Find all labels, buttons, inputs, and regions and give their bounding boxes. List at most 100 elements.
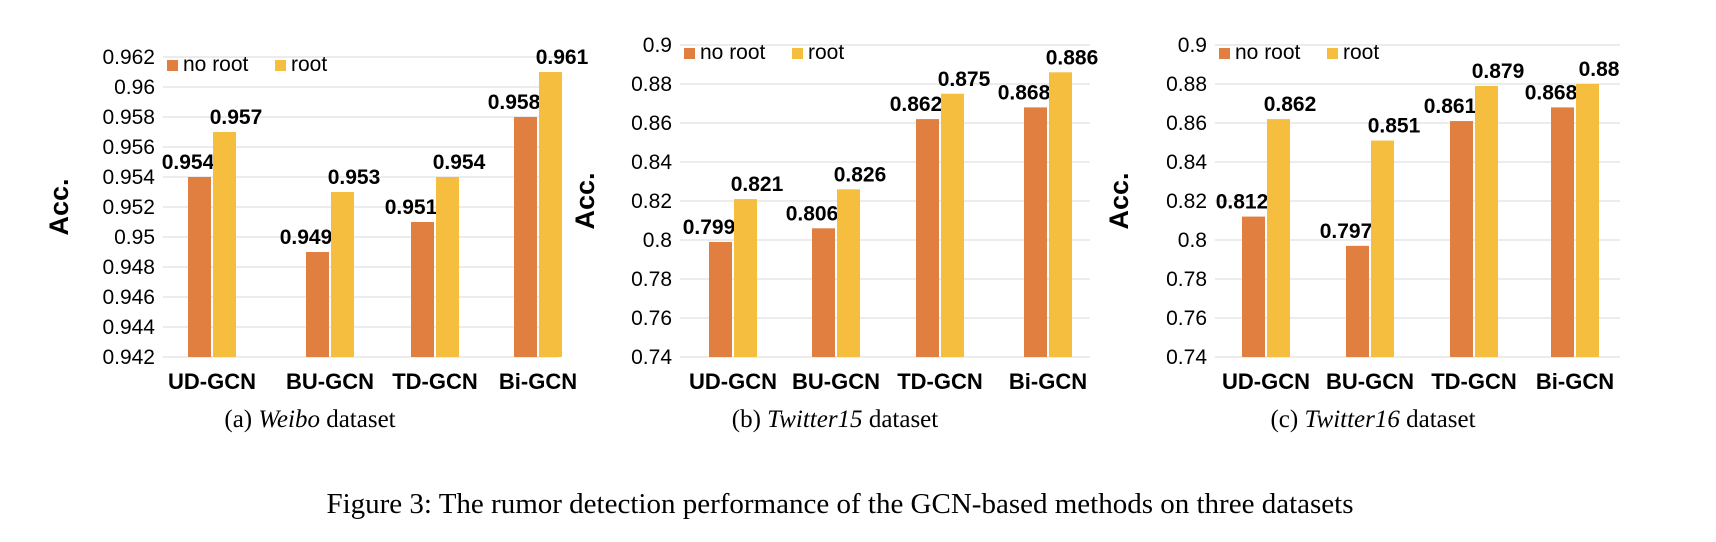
- x-tick-label: Bi-GCN: [1009, 369, 1087, 394]
- legend-label-root: root: [291, 53, 327, 76]
- data-label: 0.957: [210, 106, 263, 129]
- x-tick-label: BU-GCN: [792, 369, 880, 394]
- y-tick-label: 0.78: [1166, 268, 1207, 291]
- subcaption-dataset: Weibo: [258, 406, 320, 433]
- data-label: 0.799: [683, 216, 736, 239]
- data-label: 0.797: [1320, 220, 1373, 243]
- subcaption-prefix: (c): [1270, 406, 1304, 433]
- data-label: 0.879: [1472, 60, 1525, 83]
- y-tick-label: 0.952: [102, 196, 155, 219]
- subcaption-dataset: Twitter15: [767, 406, 862, 433]
- chart-panel-1: 0.942 0.944 0.946 0.948 0.95 0.952 0.954 0.956 0…: [44, 46, 589, 433]
- subcaption-suffix: dataset: [320, 406, 396, 433]
- chart-panel-2: 0.74 0.76 0.78 0.8 0.82 0.84 0.86 0.88 0.9 Acc. 0.…: [570, 34, 1098, 433]
- bar-no-root: [1024, 107, 1047, 358]
- legend-swatch-no-root: [167, 60, 178, 71]
- bar-root: [1576, 84, 1599, 357]
- y-tick-label: 0.78: [631, 268, 672, 291]
- chart-panel-3: 0.74 0.76 0.78 0.8 0.82 0.84 0.86 0.88 0.9 Acc. 0.…: [1104, 34, 1620, 433]
- bar-no-root: [514, 117, 537, 357]
- data-label: 0.861: [1424, 95, 1477, 118]
- legend-label-no-root: no root: [1235, 41, 1301, 64]
- bar-no-root: [306, 252, 329, 357]
- bar-root: [1371, 140, 1394, 357]
- data-label: 0.821: [731, 173, 784, 196]
- bar-root: [436, 177, 459, 357]
- legend-swatch-no-root: [684, 48, 695, 59]
- bar-root: [539, 72, 562, 357]
- data-label: 0.862: [890, 93, 943, 116]
- bar-root: [1475, 85, 1498, 357]
- x-tick-label: TD-GCN: [392, 369, 478, 394]
- legend-swatch-no-root: [1219, 48, 1230, 59]
- bar-root: [213, 132, 236, 357]
- subcaption: (c) Twitter16 dataset: [1270, 406, 1475, 433]
- y-tick-label: 0.86: [631, 112, 672, 135]
- bar-root: [837, 189, 860, 357]
- bar-no-root: [812, 228, 835, 357]
- y-tick-label: 0.88: [1166, 73, 1207, 96]
- y-tick-label: 0.954: [102, 166, 155, 189]
- data-label: 0.961: [536, 46, 589, 69]
- data-label: 0.826: [834, 163, 887, 186]
- subcaption-prefix: (a): [224, 406, 258, 433]
- legend-swatch-root: [792, 48, 803, 59]
- bar-no-root: [1346, 245, 1369, 357]
- data-label: 0.949: [280, 226, 333, 249]
- y-tick-label: 0.8: [1178, 229, 1207, 252]
- bar-root: [734, 199, 757, 357]
- y-tick-label: 0.84: [631, 151, 672, 174]
- y-axis-label: Acc.: [44, 178, 74, 235]
- bar-no-root: [411, 222, 434, 357]
- x-tick-label: UD-GCN: [168, 369, 256, 394]
- data-label: 0.868: [1525, 81, 1578, 104]
- y-axis-label: Acc.: [570, 172, 600, 229]
- x-tick-label: UD-GCN: [689, 369, 777, 394]
- data-label: 0.954: [433, 151, 486, 174]
- y-tick-label: 0.944: [102, 316, 155, 339]
- x-tick-label: Bi-GCN: [499, 369, 577, 394]
- y-tick-label: 0.88: [631, 73, 672, 96]
- data-label: 0.953: [328, 166, 381, 189]
- y-tick-label: 0.956: [102, 136, 155, 159]
- subcaption-suffix: dataset: [863, 406, 939, 433]
- data-label: 0.862: [1264, 93, 1317, 116]
- bar-no-root: [1450, 121, 1473, 357]
- bar-no-root: [1551, 107, 1574, 358]
- data-label: 0.958: [488, 91, 541, 114]
- data-label: 0.886: [1046, 46, 1099, 69]
- legend-swatch-root: [275, 60, 286, 71]
- legend-swatch-root: [1327, 48, 1338, 59]
- bar-no-root: [709, 241, 732, 357]
- y-tick-label: 0.948: [102, 256, 155, 279]
- bar-no-root: [1242, 216, 1265, 357]
- data-label: 0.954: [162, 151, 215, 174]
- subcaption-dataset: Twitter16: [1304, 406, 1400, 433]
- y-tick-label: 0.95: [114, 226, 155, 249]
- subcaption: (a) Weibo dataset: [224, 406, 395, 433]
- y-tick-label: 0.84: [1166, 151, 1207, 174]
- x-tick-label: UD-GCN: [1222, 369, 1310, 394]
- data-label: 0.851: [1368, 115, 1421, 138]
- legend-label-no-root: no root: [183, 53, 249, 76]
- legend-label-root: root: [1343, 41, 1379, 64]
- data-label: 0.88: [1579, 58, 1620, 81]
- bar-root: [941, 93, 964, 357]
- bar-root: [1267, 119, 1290, 357]
- y-axis-label: Acc.: [1104, 172, 1134, 229]
- y-tick-label: 0.76: [631, 307, 672, 330]
- data-label: 0.868: [998, 81, 1051, 104]
- bar-root: [1049, 72, 1072, 358]
- x-tick-label: BU-GCN: [1326, 369, 1414, 394]
- subcaption: (b) Twitter15 dataset: [732, 406, 939, 433]
- y-tick-label: 0.9: [643, 34, 672, 57]
- y-tick-label: 0.82: [1166, 190, 1207, 213]
- data-label: 0.951: [385, 196, 438, 219]
- y-tick-label: 0.82: [631, 190, 672, 213]
- data-label: 0.875: [938, 68, 991, 91]
- x-tick-label: TD-GCN: [1431, 369, 1517, 394]
- data-label: 0.806: [786, 202, 839, 225]
- y-tick-label: 0.96: [114, 76, 155, 99]
- figure-caption: Figure 3: The rumor detection performanc…: [326, 488, 1353, 520]
